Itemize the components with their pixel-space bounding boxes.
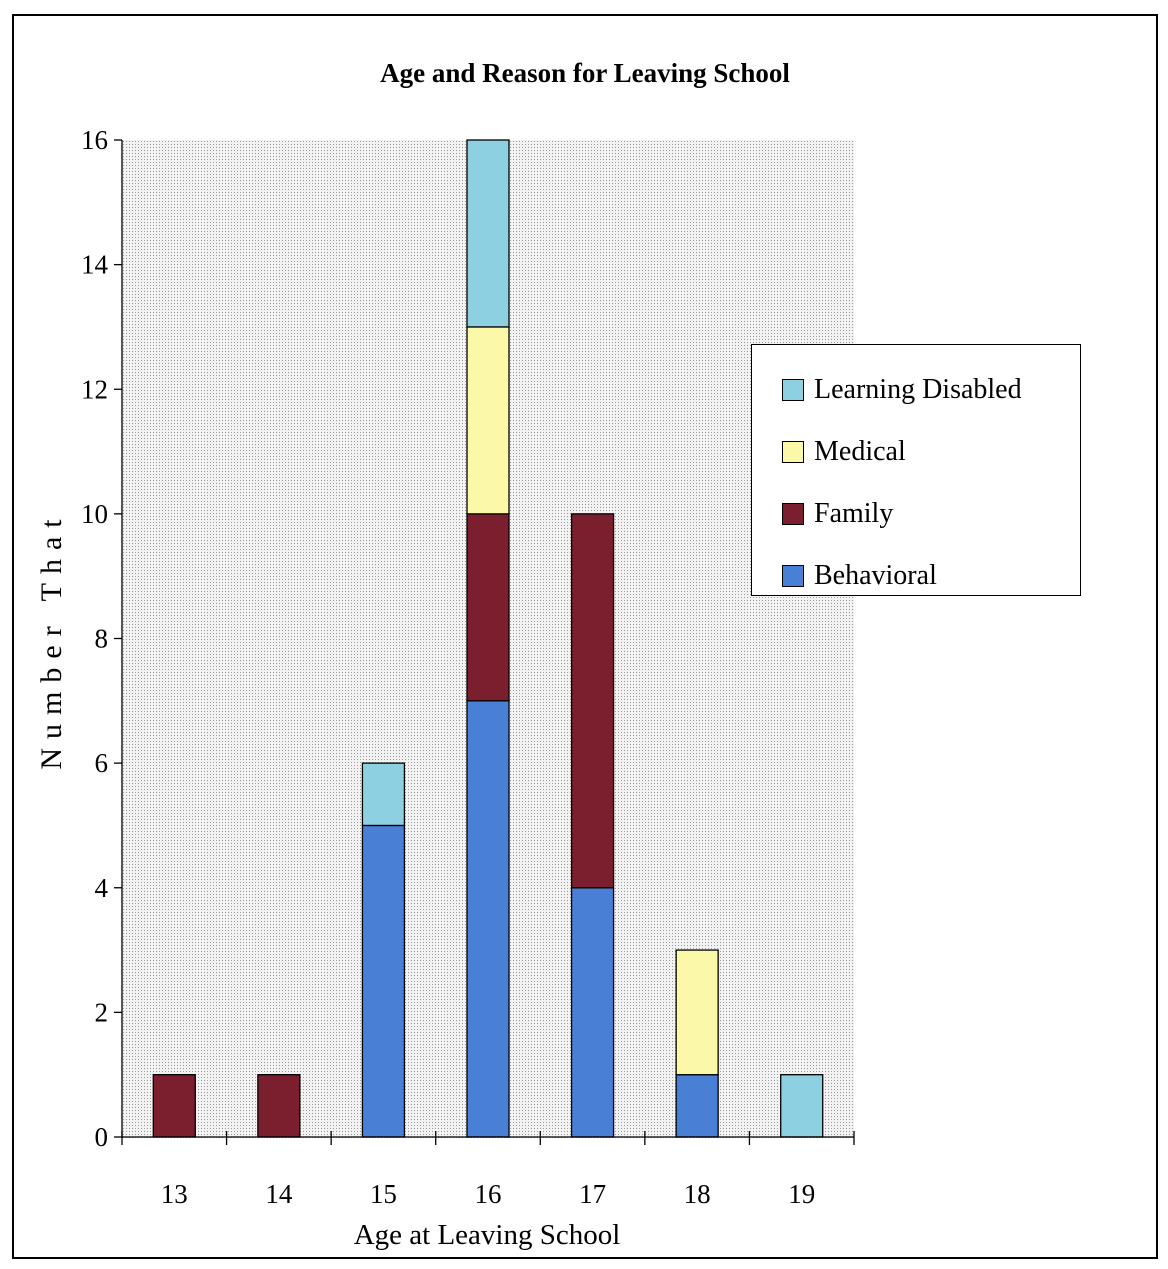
x-tick-label-19: 19 [788, 1179, 815, 1209]
legend-item-learning-disabled: Learning Disabled [752, 359, 1080, 421]
bars-group [152, 139, 824, 1138]
y-tick-label-0: 0 [95, 1122, 109, 1152]
legend-item-family: Family [752, 483, 1080, 545]
legend-label: Family [814, 498, 894, 529]
x-tick-label-16: 16 [475, 1179, 502, 1209]
legend-swatch [782, 379, 804, 401]
y-tick-label-14: 14 [81, 250, 109, 280]
y-tick-label-2: 2 [95, 997, 109, 1027]
bar-behavioral-18 [675, 1074, 719, 1138]
legend-swatch [782, 441, 804, 463]
bar-family-13 [152, 1074, 196, 1138]
x-tick-label-17: 17 [579, 1179, 606, 1209]
y-tick-label-12: 12 [81, 374, 108, 404]
y-tick-label-4: 4 [95, 873, 109, 903]
axes-group: 0 2 4 6 8 10 12 14 16 13 14 15 16 17 18 19 [81, 125, 855, 1209]
y-tick-label-10: 10 [81, 499, 108, 529]
bar-learning-disabled-15 [361, 762, 406, 827]
y-tick-label-16: 16 [81, 125, 108, 155]
legend-label: Medical [814, 436, 906, 467]
legend-item-medical: Medical [752, 421, 1080, 483]
bar-medical-18 [675, 949, 719, 1076]
legend-swatch [782, 503, 804, 525]
y-axis-label: Number That [35, 510, 68, 770]
bar-family-17 [570, 513, 615, 889]
x-tick-label-14: 14 [265, 1179, 293, 1209]
x-tick-label-13: 13 [161, 1179, 188, 1209]
x-axis-label: Age at Leaving School [353, 1219, 621, 1251]
x-tick-label-18: 18 [684, 1179, 711, 1209]
bar-family-16 [466, 513, 510, 702]
y-tick-label-8: 8 [95, 624, 109, 654]
bar-family-14 [257, 1074, 301, 1138]
legend: Learning Disabled Medical Family Behavioral [751, 344, 1081, 596]
legend-item-behavioral: Behavioral [752, 545, 1080, 607]
legend-label: Learning Disabled [814, 374, 1022, 405]
y-tick-label-6: 6 [95, 748, 109, 778]
bar-medical-16 [466, 326, 510, 515]
bar-learning-disabled-19 [780, 1074, 824, 1138]
bar-learning-disabled-16 [466, 139, 510, 328]
x-tick-label-15: 15 [370, 1179, 397, 1209]
legend-label: Behavioral [814, 560, 937, 591]
bar-behavioral-17 [570, 887, 615, 1138]
bar-behavioral-16 [466, 700, 510, 1138]
chart-title: Age and Reason for Leaving School [380, 58, 790, 88]
bar-behavioral-15 [361, 824, 406, 1138]
legend-swatch [782, 565, 804, 587]
